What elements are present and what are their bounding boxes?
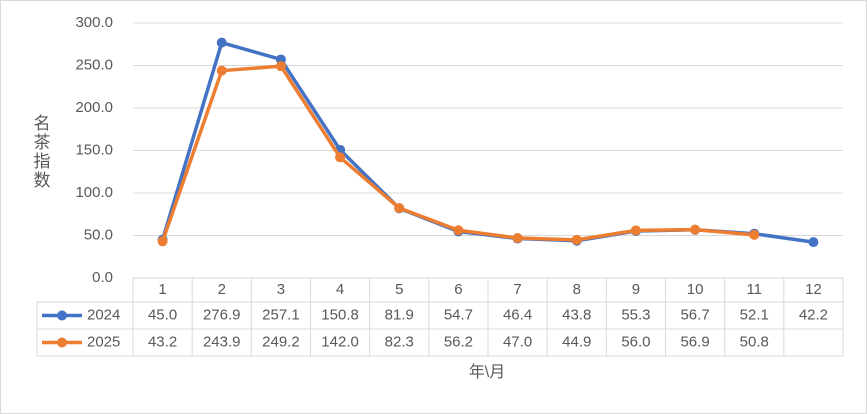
marker bbox=[630, 225, 641, 236]
table-value: 142.0 bbox=[321, 333, 359, 350]
marker bbox=[512, 233, 523, 244]
marker bbox=[394, 203, 405, 214]
marker bbox=[808, 237, 819, 248]
x-axis-title: 年\月 bbox=[469, 363, 505, 381]
x-tick-label: 12 bbox=[805, 281, 822, 298]
x-tick-label: 7 bbox=[513, 281, 521, 298]
legend-key-marker bbox=[57, 337, 67, 348]
table-value: 243.9 bbox=[203, 333, 241, 350]
y-tick-label: 300.0 bbox=[75, 14, 113, 31]
x-tick-label: 5 bbox=[395, 281, 403, 298]
marker bbox=[453, 225, 464, 236]
legend-label: 2024 bbox=[87, 306, 120, 323]
x-tick-label: 2 bbox=[218, 281, 226, 298]
marker bbox=[690, 224, 701, 235]
x-tick-label: 10 bbox=[687, 281, 704, 298]
table-value: 43.8 bbox=[562, 306, 591, 323]
table-value: 56.2 bbox=[444, 333, 473, 350]
x-tick-label: 9 bbox=[632, 281, 640, 298]
marker bbox=[275, 61, 286, 72]
table-value: 43.2 bbox=[148, 333, 177, 350]
table-value: 45.0 bbox=[148, 306, 177, 323]
marker bbox=[216, 37, 227, 48]
table-value: 54.7 bbox=[444, 306, 473, 323]
y-tick-label: 250.0 bbox=[75, 56, 113, 73]
table-value: 42.2 bbox=[799, 306, 828, 323]
table-value: 46.4 bbox=[503, 306, 532, 323]
table-value: 56.9 bbox=[680, 333, 709, 350]
table-value: 276.9 bbox=[203, 306, 241, 323]
table-value: 44.9 bbox=[562, 333, 591, 350]
y-axis-title: 名茶指数 bbox=[31, 114, 51, 190]
table-value: 150.8 bbox=[321, 306, 359, 323]
y-tick-label: 150.0 bbox=[75, 141, 113, 158]
marker bbox=[571, 234, 582, 245]
x-tick-label: 8 bbox=[573, 281, 581, 298]
y-tick-label: 100.0 bbox=[75, 184, 113, 201]
table-value: 52.1 bbox=[740, 306, 769, 323]
table-value: 257.1 bbox=[262, 306, 300, 323]
table-value: 81.9 bbox=[385, 306, 414, 323]
y-tick-label: 50.0 bbox=[84, 226, 113, 243]
table-value: 50.8 bbox=[740, 333, 769, 350]
legend-key-marker bbox=[57, 310, 67, 321]
marker bbox=[157, 236, 168, 247]
table-value: 249.2 bbox=[262, 333, 300, 350]
x-tick-label: 11 bbox=[746, 281, 762, 298]
marker bbox=[749, 229, 760, 240]
marker bbox=[216, 65, 227, 76]
y-tick-label: 0.0 bbox=[92, 269, 113, 286]
x-tick-label: 6 bbox=[454, 281, 462, 298]
x-tick-label: 3 bbox=[277, 281, 285, 298]
y-tick-label: 200.0 bbox=[75, 99, 113, 116]
table-value: 82.3 bbox=[385, 333, 414, 350]
table-value: 56.0 bbox=[621, 333, 650, 350]
x-tick-label: 4 bbox=[336, 281, 344, 298]
x-tick-label: 1 bbox=[158, 281, 166, 298]
table-value: 55.3 bbox=[621, 306, 650, 323]
legend-label: 2025 bbox=[87, 333, 120, 350]
table-value: 47.0 bbox=[503, 333, 532, 350]
table-value: 56.7 bbox=[680, 306, 709, 323]
marker bbox=[335, 152, 346, 163]
